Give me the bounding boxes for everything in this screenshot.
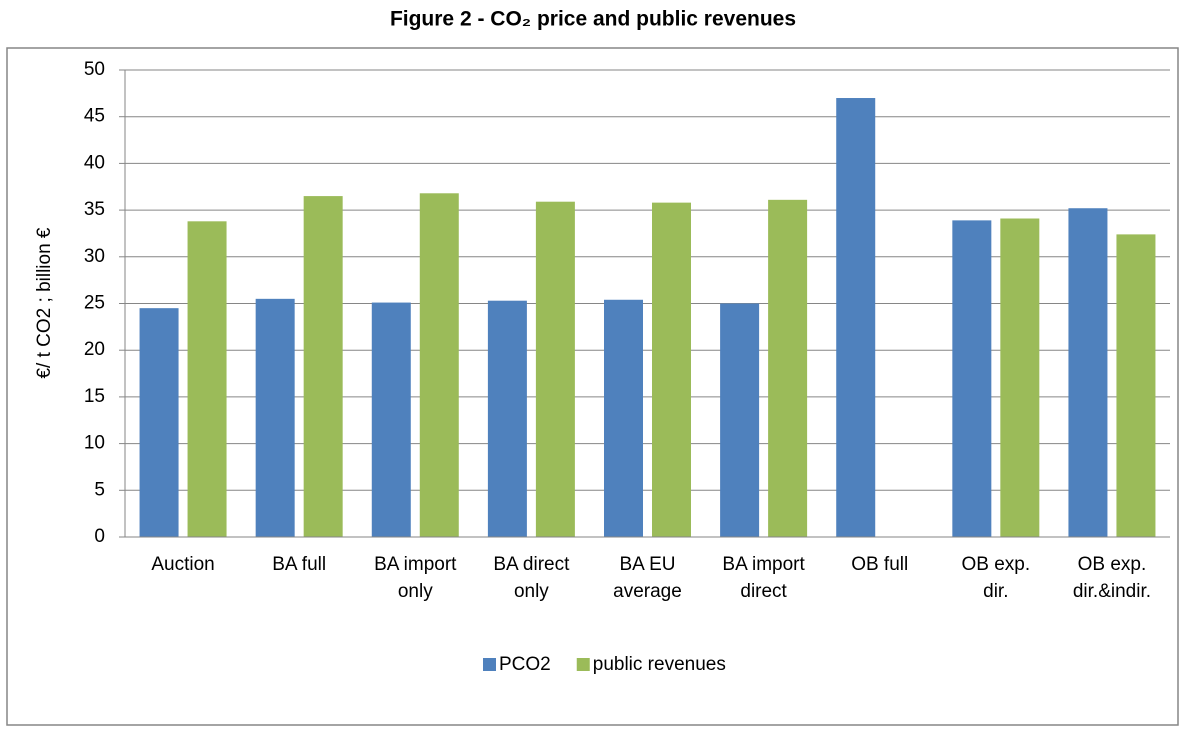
bar	[720, 303, 760, 537]
x-tick-label: BA full	[272, 554, 326, 575]
bar	[768, 199, 808, 538]
y-tick-label: 15	[84, 386, 105, 407]
y-tick-label: 40	[84, 152, 105, 173]
y-tick-label: 10	[84, 433, 105, 454]
x-tick-label: Auction	[151, 554, 214, 575]
bar	[255, 298, 295, 537]
bar	[652, 202, 691, 538]
bar	[952, 220, 992, 537]
y-tick-label: 25	[84, 293, 105, 314]
bar	[1068, 208, 1108, 537]
bar	[1116, 234, 1156, 537]
x-tick-label: OB full	[851, 554, 908, 575]
bar	[371, 302, 411, 537]
x-tick-label: BA import only	[374, 554, 457, 602]
legend-label: PCO2	[499, 654, 551, 675]
x-tick-label: BA EU average	[613, 554, 682, 602]
y-tick-label: 0	[94, 526, 105, 547]
x-tick-label: BA direct only	[493, 554, 570, 602]
bar	[303, 196, 343, 537]
bar	[604, 299, 643, 537]
x-tick-label: OB exp. dir.	[962, 554, 1031, 602]
y-tick-label: 20	[84, 339, 105, 360]
y-tick-label: 30	[84, 246, 105, 267]
x-tick-label: OB exp. dir.&indir.	[1073, 554, 1151, 602]
chart-title: Figure 2 - CO₂ price and public revenues	[390, 8, 796, 31]
y-tick-label: 50	[84, 59, 105, 80]
y-tick-label: 5	[94, 479, 105, 500]
bar	[487, 300, 527, 537]
bar	[187, 221, 227, 538]
legend-swatch	[483, 658, 496, 671]
y-tick-label: 35	[84, 199, 105, 220]
bar	[419, 193, 459, 537]
legend-label: public revenues	[593, 654, 726, 675]
legend-swatch	[576, 658, 590, 671]
y-axis-label: €/ t CO2 ; billion €	[34, 227, 55, 378]
bar	[836, 98, 876, 538]
bar	[139, 308, 179, 537]
bar	[535, 201, 575, 537]
x-tick-label: BA import direct	[722, 554, 805, 602]
bar	[1000, 218, 1040, 538]
y-tick-label: 45	[84, 106, 105, 127]
